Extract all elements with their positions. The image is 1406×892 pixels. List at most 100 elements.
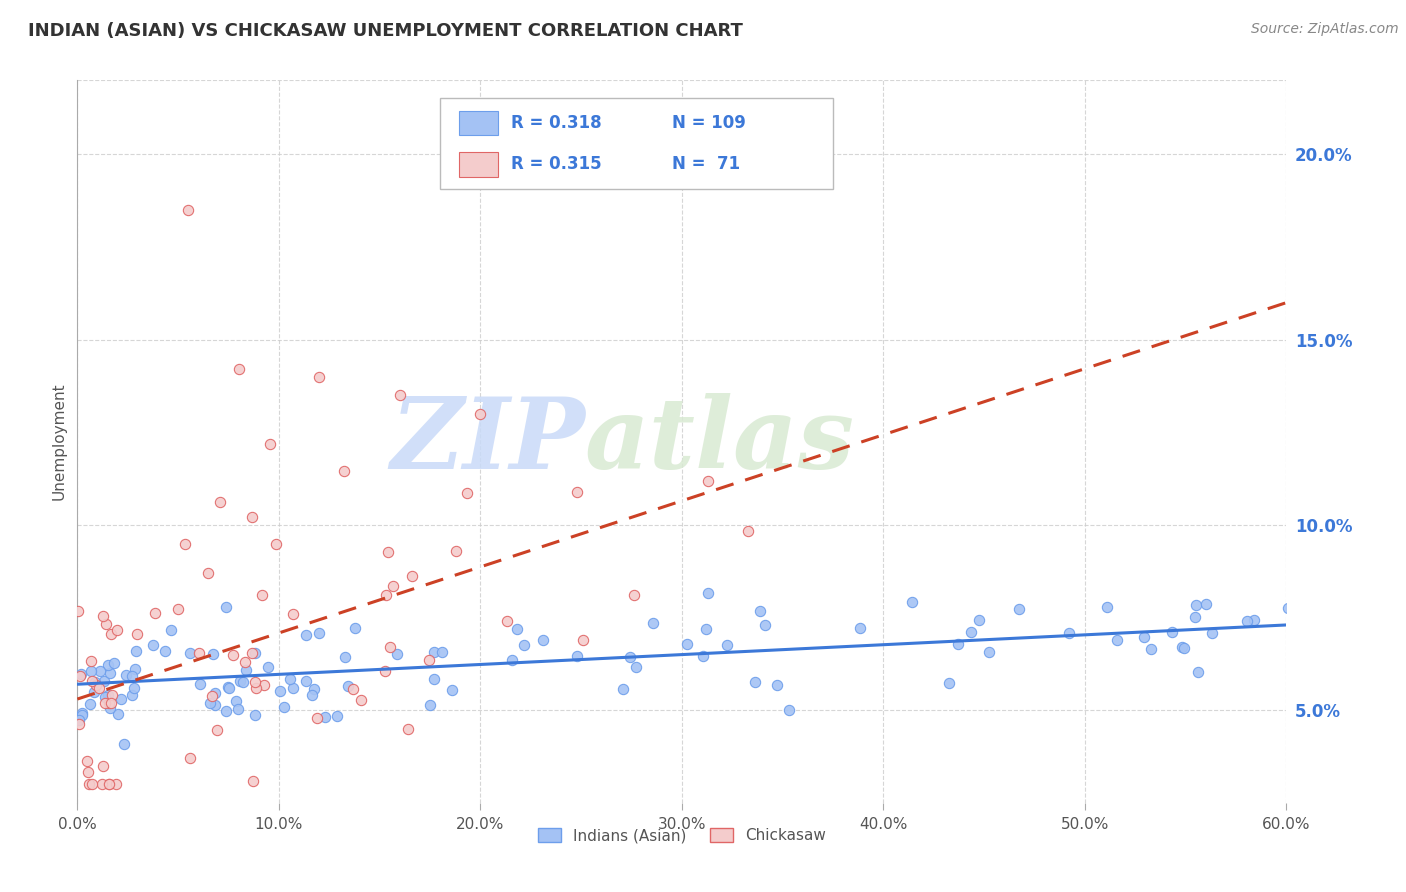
- Point: [301, 689, 323, 703]
- Point: [198, 696, 221, 710]
- Point: [695, 622, 717, 636]
- Point: [744, 675, 766, 690]
- Point: [160, 623, 183, 637]
- Point: [204, 686, 226, 700]
- Point: [243, 707, 266, 722]
- Point: [308, 369, 330, 384]
- Point: [229, 673, 252, 688]
- Point: [440, 683, 463, 698]
- Point: [90, 777, 112, 791]
- Point: [89, 664, 111, 678]
- Text: INDIAN (ASIAN) VS CHICKASAW UNEMPLOYMENT CORRELATION CHART: INDIAN (ASIAN) VS CHICKASAW UNEMPLOYMENT…: [28, 22, 742, 40]
- Point: [1133, 630, 1156, 644]
- Point: [93, 690, 115, 704]
- Point: [204, 698, 226, 712]
- Point: [946, 637, 969, 651]
- Point: [82, 674, 104, 689]
- Point: [423, 673, 446, 687]
- Point: [218, 681, 240, 695]
- Point: [264, 537, 287, 551]
- Point: [115, 667, 138, 681]
- Point: [179, 646, 201, 660]
- Point: [778, 703, 800, 717]
- Point: [100, 697, 122, 711]
- Point: [187, 646, 209, 660]
- Point: [240, 510, 263, 524]
- Point: [273, 699, 295, 714]
- Point: [977, 645, 1000, 659]
- Point: [1195, 597, 1218, 611]
- Point: [314, 710, 336, 724]
- Point: [215, 704, 238, 718]
- Point: [83, 685, 105, 699]
- Point: [91, 759, 114, 773]
- Point: [295, 674, 318, 689]
- Point: [228, 362, 250, 376]
- Point: [226, 702, 249, 716]
- Point: [91, 609, 114, 624]
- Point: [1170, 640, 1192, 655]
- Legend: Indians (Asian), Chickasaw: Indians (Asian), Chickasaw: [531, 822, 832, 849]
- Point: [105, 623, 128, 637]
- Point: [167, 602, 190, 616]
- Point: [197, 566, 219, 581]
- Point: [377, 545, 399, 559]
- Point: [418, 653, 440, 667]
- Point: [215, 599, 238, 614]
- FancyBboxPatch shape: [440, 98, 832, 189]
- Point: [333, 464, 356, 478]
- Point: [281, 607, 304, 622]
- Point: [960, 625, 983, 640]
- Point: [97, 777, 120, 791]
- Point: [243, 646, 266, 660]
- Point: [202, 647, 225, 661]
- Point: [572, 632, 595, 647]
- Point: [716, 639, 738, 653]
- Point: [217, 680, 239, 694]
- Point: [326, 709, 349, 723]
- Text: Source: ZipAtlas.com: Source: ZipAtlas.com: [1251, 22, 1399, 37]
- Point: [125, 627, 148, 641]
- Point: [97, 696, 120, 710]
- Point: [333, 649, 356, 664]
- Point: [93, 696, 115, 710]
- Point: [308, 625, 330, 640]
- Point: [623, 588, 645, 602]
- Point: [98, 777, 121, 791]
- Point: [259, 437, 281, 451]
- Point: [80, 654, 103, 668]
- Point: [105, 777, 128, 791]
- Point: [641, 615, 664, 630]
- Point: [188, 677, 211, 691]
- Point: [697, 474, 720, 488]
- Point: [626, 659, 648, 673]
- Point: [121, 669, 143, 683]
- Point: [66, 604, 89, 618]
- Text: atlas: atlas: [585, 393, 855, 490]
- Point: [765, 678, 787, 692]
- Y-axis label: Unemployment: Unemployment: [51, 383, 66, 500]
- Point: [749, 604, 772, 618]
- Point: [1277, 601, 1299, 615]
- Point: [100, 627, 122, 641]
- Point: [114, 737, 136, 751]
- Point: [305, 711, 328, 725]
- Point: [76, 764, 98, 779]
- Point: [153, 643, 176, 657]
- Point: [87, 681, 110, 695]
- Point: [93, 674, 115, 689]
- Point: [145, 606, 167, 620]
- Point: [612, 681, 634, 696]
- Point: [1187, 665, 1209, 680]
- Point: [1057, 626, 1080, 640]
- Point: [250, 588, 273, 602]
- Point: [122, 681, 145, 696]
- Point: [675, 637, 697, 651]
- Point: [240, 646, 263, 660]
- Point: [302, 681, 325, 696]
- Point: [506, 622, 529, 636]
- FancyBboxPatch shape: [460, 111, 498, 135]
- Point: [67, 713, 90, 727]
- Point: [567, 649, 589, 664]
- Point: [84, 678, 107, 692]
